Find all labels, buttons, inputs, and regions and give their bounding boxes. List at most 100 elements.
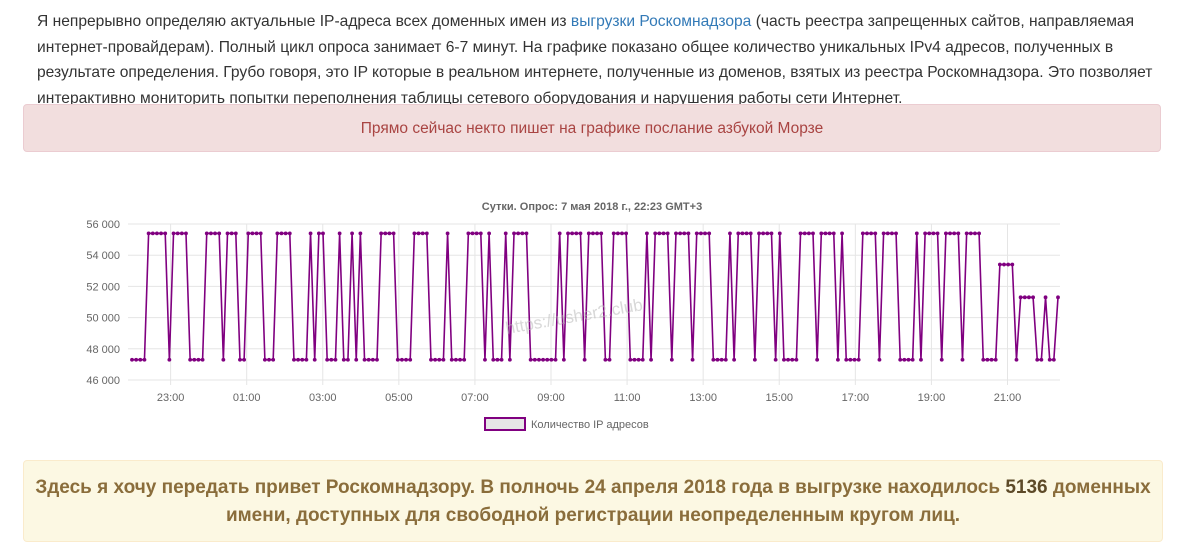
data-point bbox=[748, 231, 753, 236]
morse-alert: Прямо сейчас некто пишет на графике посл… bbox=[23, 104, 1161, 152]
data-point bbox=[1035, 357, 1040, 362]
data-point bbox=[919, 357, 923, 362]
data-point bbox=[902, 357, 907, 362]
data-point bbox=[146, 231, 151, 236]
intro-text-before: Я непрерывно определяю актуальные IP-адр… bbox=[37, 13, 571, 30]
data-point bbox=[200, 357, 205, 362]
data-point bbox=[948, 231, 952, 236]
data-point bbox=[960, 357, 965, 362]
data-point bbox=[491, 357, 496, 362]
data-point bbox=[561, 357, 566, 362]
data-point bbox=[852, 357, 857, 362]
data-point bbox=[856, 357, 861, 362]
data-point bbox=[1014, 357, 1019, 362]
data-point bbox=[615, 231, 620, 236]
data-point bbox=[395, 357, 400, 362]
data-point bbox=[798, 231, 803, 236]
data-point bbox=[769, 231, 774, 236]
data-point bbox=[881, 231, 886, 236]
data-point bbox=[150, 231, 155, 236]
data-point bbox=[985, 357, 990, 362]
data-point bbox=[138, 357, 143, 362]
data-point bbox=[719, 357, 724, 362]
legend-label: Количество IP адресов bbox=[531, 419, 649, 431]
data-point bbox=[786, 357, 790, 362]
data-point bbox=[603, 357, 608, 362]
data-point bbox=[939, 357, 944, 362]
data-point bbox=[466, 231, 471, 236]
legend-swatch bbox=[484, 417, 526, 431]
data-point bbox=[238, 357, 242, 362]
chart-title: Сутки. Опрос: 7 мая 2018 г., 22:23 GMT+3 bbox=[482, 201, 702, 213]
chart-legend[interactable]: Количество IP адресов bbox=[484, 417, 649, 431]
data-point bbox=[512, 231, 516, 236]
data-point bbox=[927, 231, 932, 236]
data-point bbox=[217, 231, 222, 236]
data-point bbox=[1031, 295, 1035, 300]
data-point bbox=[682, 231, 687, 236]
data-point bbox=[636, 357, 641, 362]
data-point bbox=[657, 231, 662, 236]
data-point bbox=[541, 357, 545, 362]
data-point bbox=[1056, 295, 1060, 300]
data-point bbox=[507, 357, 512, 362]
data-point bbox=[711, 357, 716, 362]
data-point bbox=[341, 357, 346, 362]
data-point bbox=[906, 357, 911, 362]
data-point bbox=[865, 231, 869, 236]
data-point bbox=[545, 357, 550, 362]
data-point bbox=[661, 231, 666, 236]
data-point bbox=[155, 231, 159, 236]
x-tick-label: 19:00 bbox=[918, 392, 946, 404]
data-point bbox=[404, 357, 408, 362]
data-point bbox=[649, 357, 653, 362]
data-point bbox=[167, 357, 172, 362]
data-point bbox=[354, 357, 359, 362]
data-point bbox=[242, 357, 247, 362]
greeting-text-before: Здесь я хочу передать привет Роскомнадзо… bbox=[35, 477, 1006, 498]
chart-svg: Сутки. Опрос: 7 мая 2018 г., 22:23 GMT+3… bbox=[86, 201, 1060, 431]
data-point bbox=[582, 357, 587, 362]
data-point bbox=[350, 231, 354, 236]
data-point bbox=[943, 231, 948, 236]
data-point bbox=[952, 231, 957, 236]
data-point bbox=[782, 357, 786, 362]
data-point bbox=[175, 231, 180, 236]
data-point bbox=[449, 357, 454, 362]
data-point bbox=[412, 231, 417, 236]
data-point bbox=[487, 231, 492, 236]
data-point bbox=[312, 357, 317, 362]
data-point bbox=[470, 231, 475, 236]
x-tick-label: 01:00 bbox=[233, 392, 261, 404]
data-point bbox=[130, 357, 134, 362]
data-point bbox=[362, 357, 367, 362]
x-tick-label: 09:00 bbox=[537, 392, 565, 404]
data-point bbox=[520, 231, 525, 236]
data-point bbox=[690, 357, 695, 362]
data-point bbox=[989, 357, 994, 362]
data-point bbox=[669, 357, 674, 362]
data-point bbox=[761, 231, 766, 236]
data-point bbox=[441, 357, 446, 362]
data-point bbox=[1002, 262, 1006, 267]
data-point bbox=[1022, 295, 1027, 300]
greeting-text-after: доменных имени, доступных для свободной … bbox=[225, 477, 1151, 526]
data-point bbox=[694, 231, 699, 236]
x-tick-label: 07:00 bbox=[461, 392, 489, 404]
data-point bbox=[566, 231, 570, 236]
data-point bbox=[192, 357, 197, 362]
domain-count: 5136 bbox=[1005, 477, 1048, 498]
data-point bbox=[607, 357, 612, 362]
data-point bbox=[794, 357, 799, 362]
data-point bbox=[358, 231, 363, 236]
data-point bbox=[728, 231, 732, 236]
data-point bbox=[773, 357, 778, 362]
y-tick-label: 54 000 bbox=[86, 250, 120, 262]
data-point bbox=[640, 357, 645, 362]
data-point bbox=[462, 357, 467, 362]
rkn-export-link[interactable]: выгрузки Роскомнадзора bbox=[570, 13, 752, 30]
data-point bbox=[790, 357, 795, 362]
data-point bbox=[1006, 262, 1011, 267]
y-tick-label: 56 000 bbox=[86, 219, 120, 231]
data-point bbox=[503, 231, 508, 236]
